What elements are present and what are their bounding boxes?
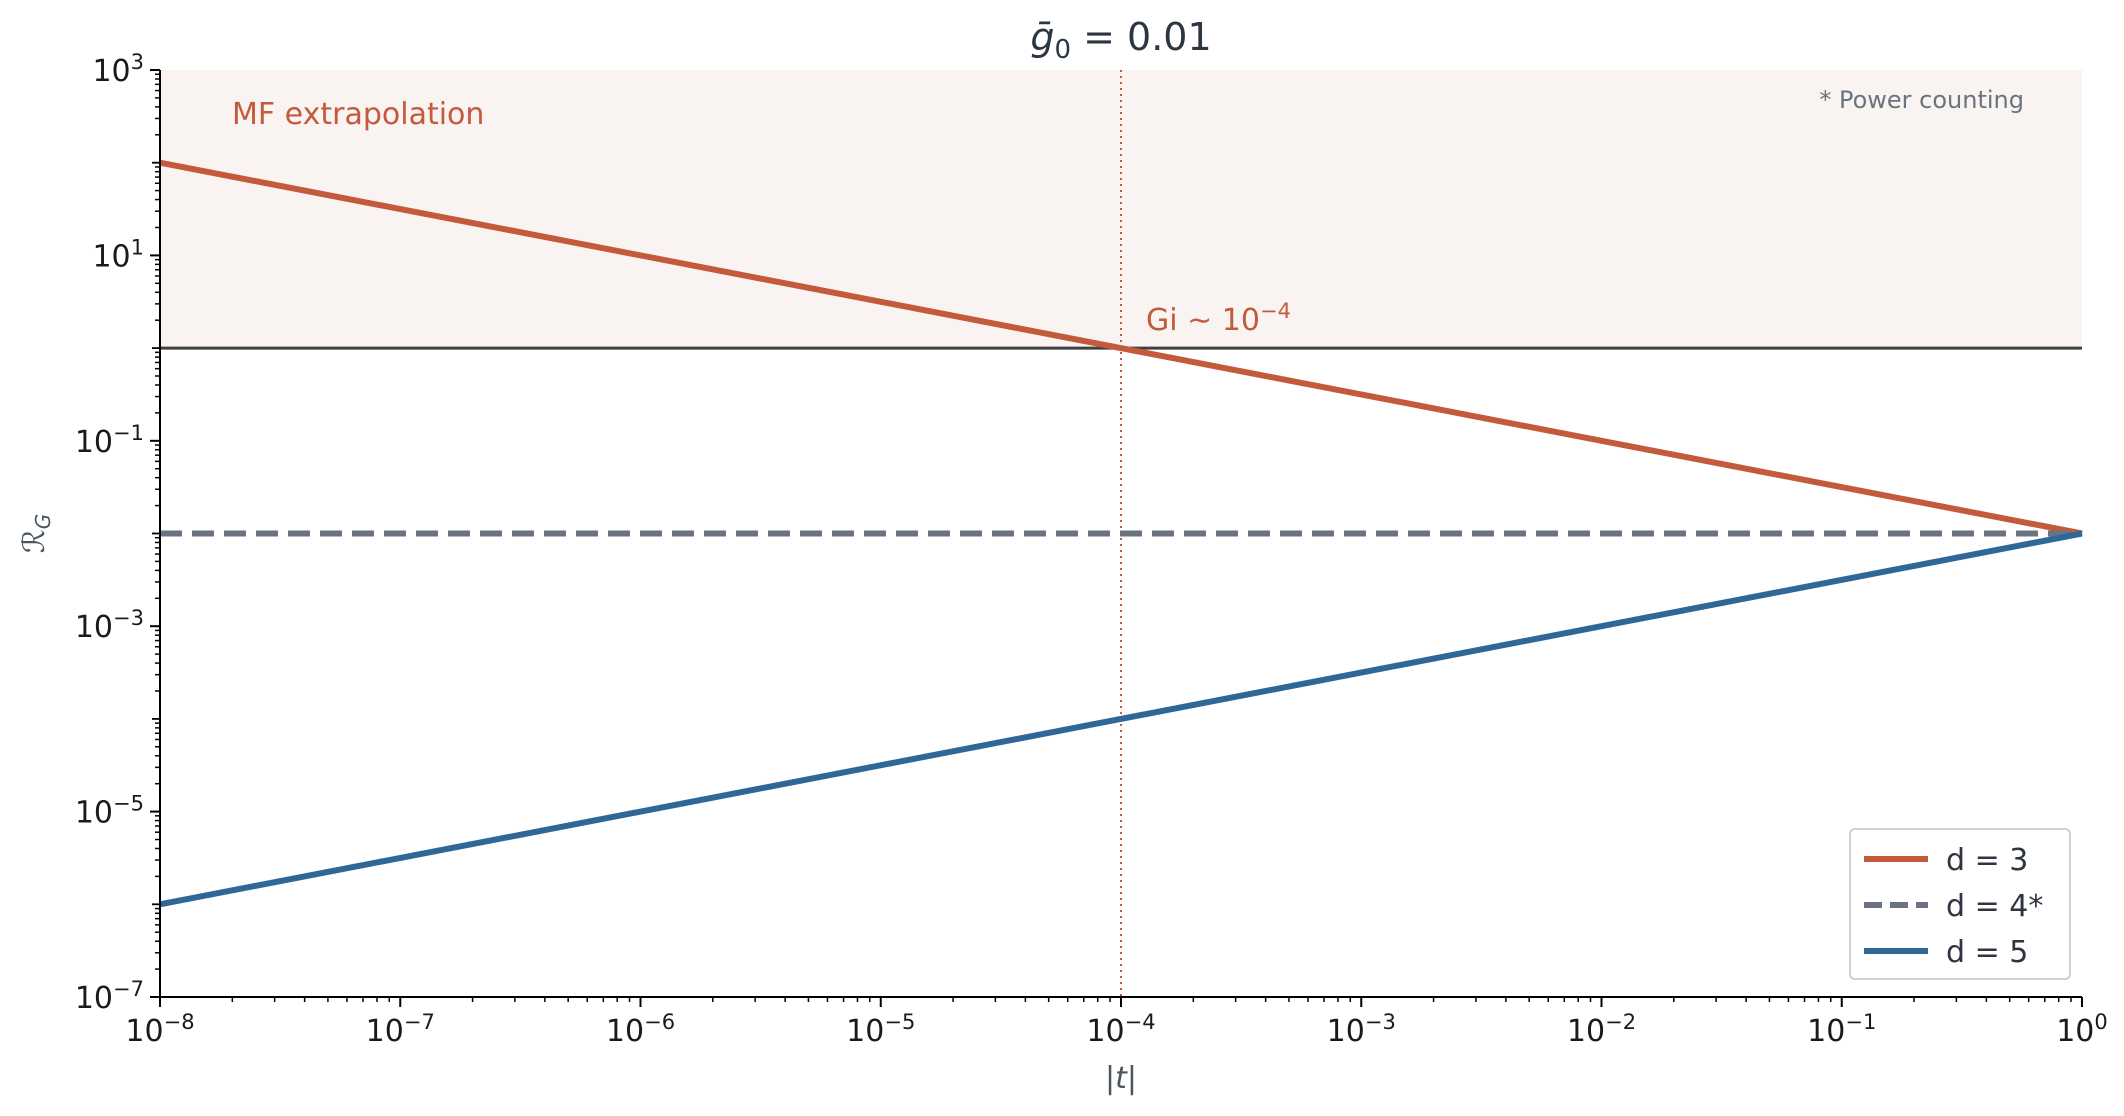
x-tick-label: 10−5 [846, 1010, 915, 1049]
chart-title: ḡ0 = 0.01 [1030, 15, 1211, 65]
x-axis-ticks: 10−8 10−7 10−6 10−5 10−4 10−3 10−2 10−1 100 [125, 997, 2108, 1049]
series-line-3 [159, 530, 2083, 908]
y-tick-label: 10−5 [75, 792, 144, 831]
y-tick-label: 10−7 [75, 977, 144, 1016]
x-axis-label: |t| [1105, 1061, 1137, 1096]
power-counting-note: * Power counting [1819, 86, 2024, 114]
y-tick-label: 101 [92, 235, 144, 274]
x-tick-label: 10−6 [606, 1010, 675, 1049]
y-tick-label: 10−1 [75, 421, 144, 460]
x-tick-label: 10−8 [125, 1010, 194, 1049]
x-tick-label: 10−1 [1807, 1010, 1876, 1049]
x-tick-label: 10−4 [1086, 1010, 1155, 1049]
legend-label: d = 4* [1946, 889, 2043, 924]
series-layer [159, 159, 2083, 908]
y-tick-label: 103 [92, 50, 144, 89]
mf-extrapolation-label: MF extrapolation [232, 97, 484, 132]
x-tick-label: 10−7 [366, 1010, 435, 1049]
series-line-1 [159, 159, 2083, 537]
legend-frame [1849, 828, 2071, 980]
y-tick-label: 10−3 [75, 606, 144, 645]
x-tick-label: 100 [2056, 1010, 2108, 1049]
y-axis-label: ℛG [17, 514, 55, 553]
y-axis-ticks: 103 101 10−1 10−3 10−5 10−7 [75, 50, 160, 1016]
x-tick-label: 10−2 [1567, 1010, 1636, 1049]
legend-label: d = 3 [1946, 843, 2028, 878]
ginzburg-criterion-label: Gi ∼ 10−4 [1146, 299, 1291, 338]
legend-label: d = 5 [1946, 935, 2028, 970]
legend: d = 3 d = 4* d = 5 [1849, 828, 2071, 980]
x-tick-label: 10−3 [1327, 1010, 1396, 1049]
